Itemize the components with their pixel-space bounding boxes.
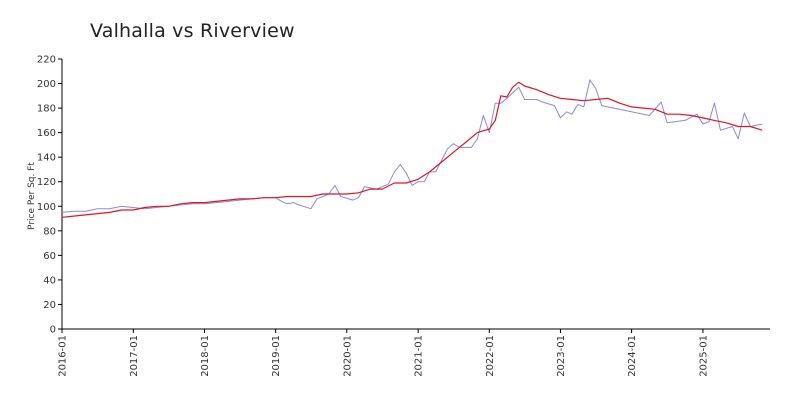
x-tick-label: 2019-01 (271, 335, 282, 377)
x-tick-label: 2018-01 (200, 335, 211, 377)
series-line-1 (61, 79, 763, 213)
x-tick-label: 2023-01 (556, 335, 567, 377)
x-tick-label: 2020-01 (342, 335, 353, 377)
x-axis-ticks: 2016-01 2017-01 2018-01 2019-01 2020-01 2021-… (58, 329, 709, 377)
y-tick-label: 160 (37, 128, 56, 139)
y-tick-label: 0 (50, 325, 56, 336)
y-axis-label: Price Per Sq. Ft (27, 162, 37, 230)
chart-axes (61, 59, 770, 330)
chart-title: Valhalla vs Riverview (90, 20, 295, 42)
y-tick-label: 220 (37, 55, 56, 66)
series-line-2 (61, 81, 763, 218)
chart-series (61, 79, 763, 218)
y-tick-label: 180 (37, 104, 56, 115)
x-tick-label: 2016-01 (58, 335, 69, 377)
y-axis-ticks: 0 20 40 60 80 100 120 140 160 180 200 220 (37, 55, 62, 336)
x-tick-label: 2025-01 (698, 335, 709, 377)
y-tick-label: 20 (43, 300, 56, 311)
y-tick-label: 40 (43, 275, 56, 286)
y-tick-label: 60 (43, 251, 56, 262)
x-tick-label: 2021-01 (414, 335, 425, 377)
y-tick-label: 100 (37, 202, 56, 213)
x-tick-label: 2022-01 (485, 335, 496, 377)
y-tick-label: 120 (37, 177, 56, 188)
x-tick-label: 2024-01 (627, 335, 638, 377)
x-tick-label: 2017-01 (129, 335, 140, 377)
y-tick-label: 200 (37, 79, 56, 90)
y-tick-label: 80 (43, 226, 56, 237)
y-tick-label: 140 (37, 153, 56, 164)
